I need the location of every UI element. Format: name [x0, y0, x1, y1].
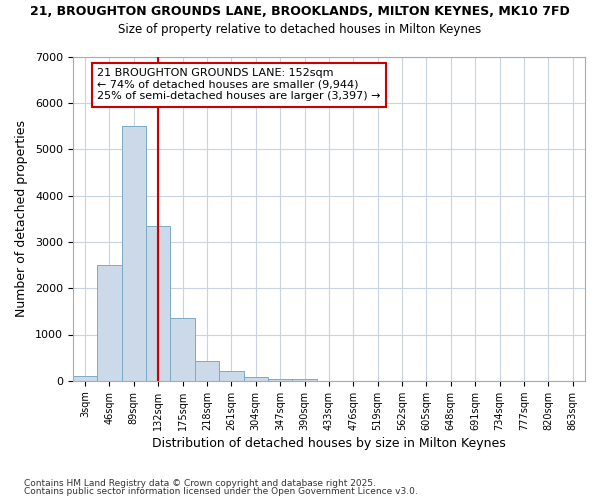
Text: 21, BROUGHTON GROUNDS LANE, BROOKLANDS, MILTON KEYNES, MK10 7FD: 21, BROUGHTON GROUNDS LANE, BROOKLANDS, … — [30, 5, 570, 18]
Bar — [73, 376, 97, 381]
Bar — [219, 370, 244, 381]
Y-axis label: Number of detached properties: Number of detached properties — [15, 120, 28, 317]
X-axis label: Distribution of detached houses by size in Milton Keynes: Distribution of detached houses by size … — [152, 437, 506, 450]
Bar — [97, 265, 122, 381]
Bar — [122, 126, 146, 381]
Bar — [170, 318, 195, 381]
Text: Contains public sector information licensed under the Open Government Licence v3: Contains public sector information licen… — [24, 487, 418, 496]
Bar — [292, 378, 317, 381]
Bar — [244, 377, 268, 381]
Bar — [146, 226, 170, 381]
Bar — [268, 378, 292, 381]
Text: 21 BROUGHTON GROUNDS LANE: 152sqm
← 74% of detached houses are smaller (9,944)
2: 21 BROUGHTON GROUNDS LANE: 152sqm ← 74% … — [97, 68, 380, 102]
Bar — [195, 361, 219, 381]
Text: Contains HM Land Registry data © Crown copyright and database right 2025.: Contains HM Land Registry data © Crown c… — [24, 478, 376, 488]
Text: Size of property relative to detached houses in Milton Keynes: Size of property relative to detached ho… — [118, 22, 482, 36]
